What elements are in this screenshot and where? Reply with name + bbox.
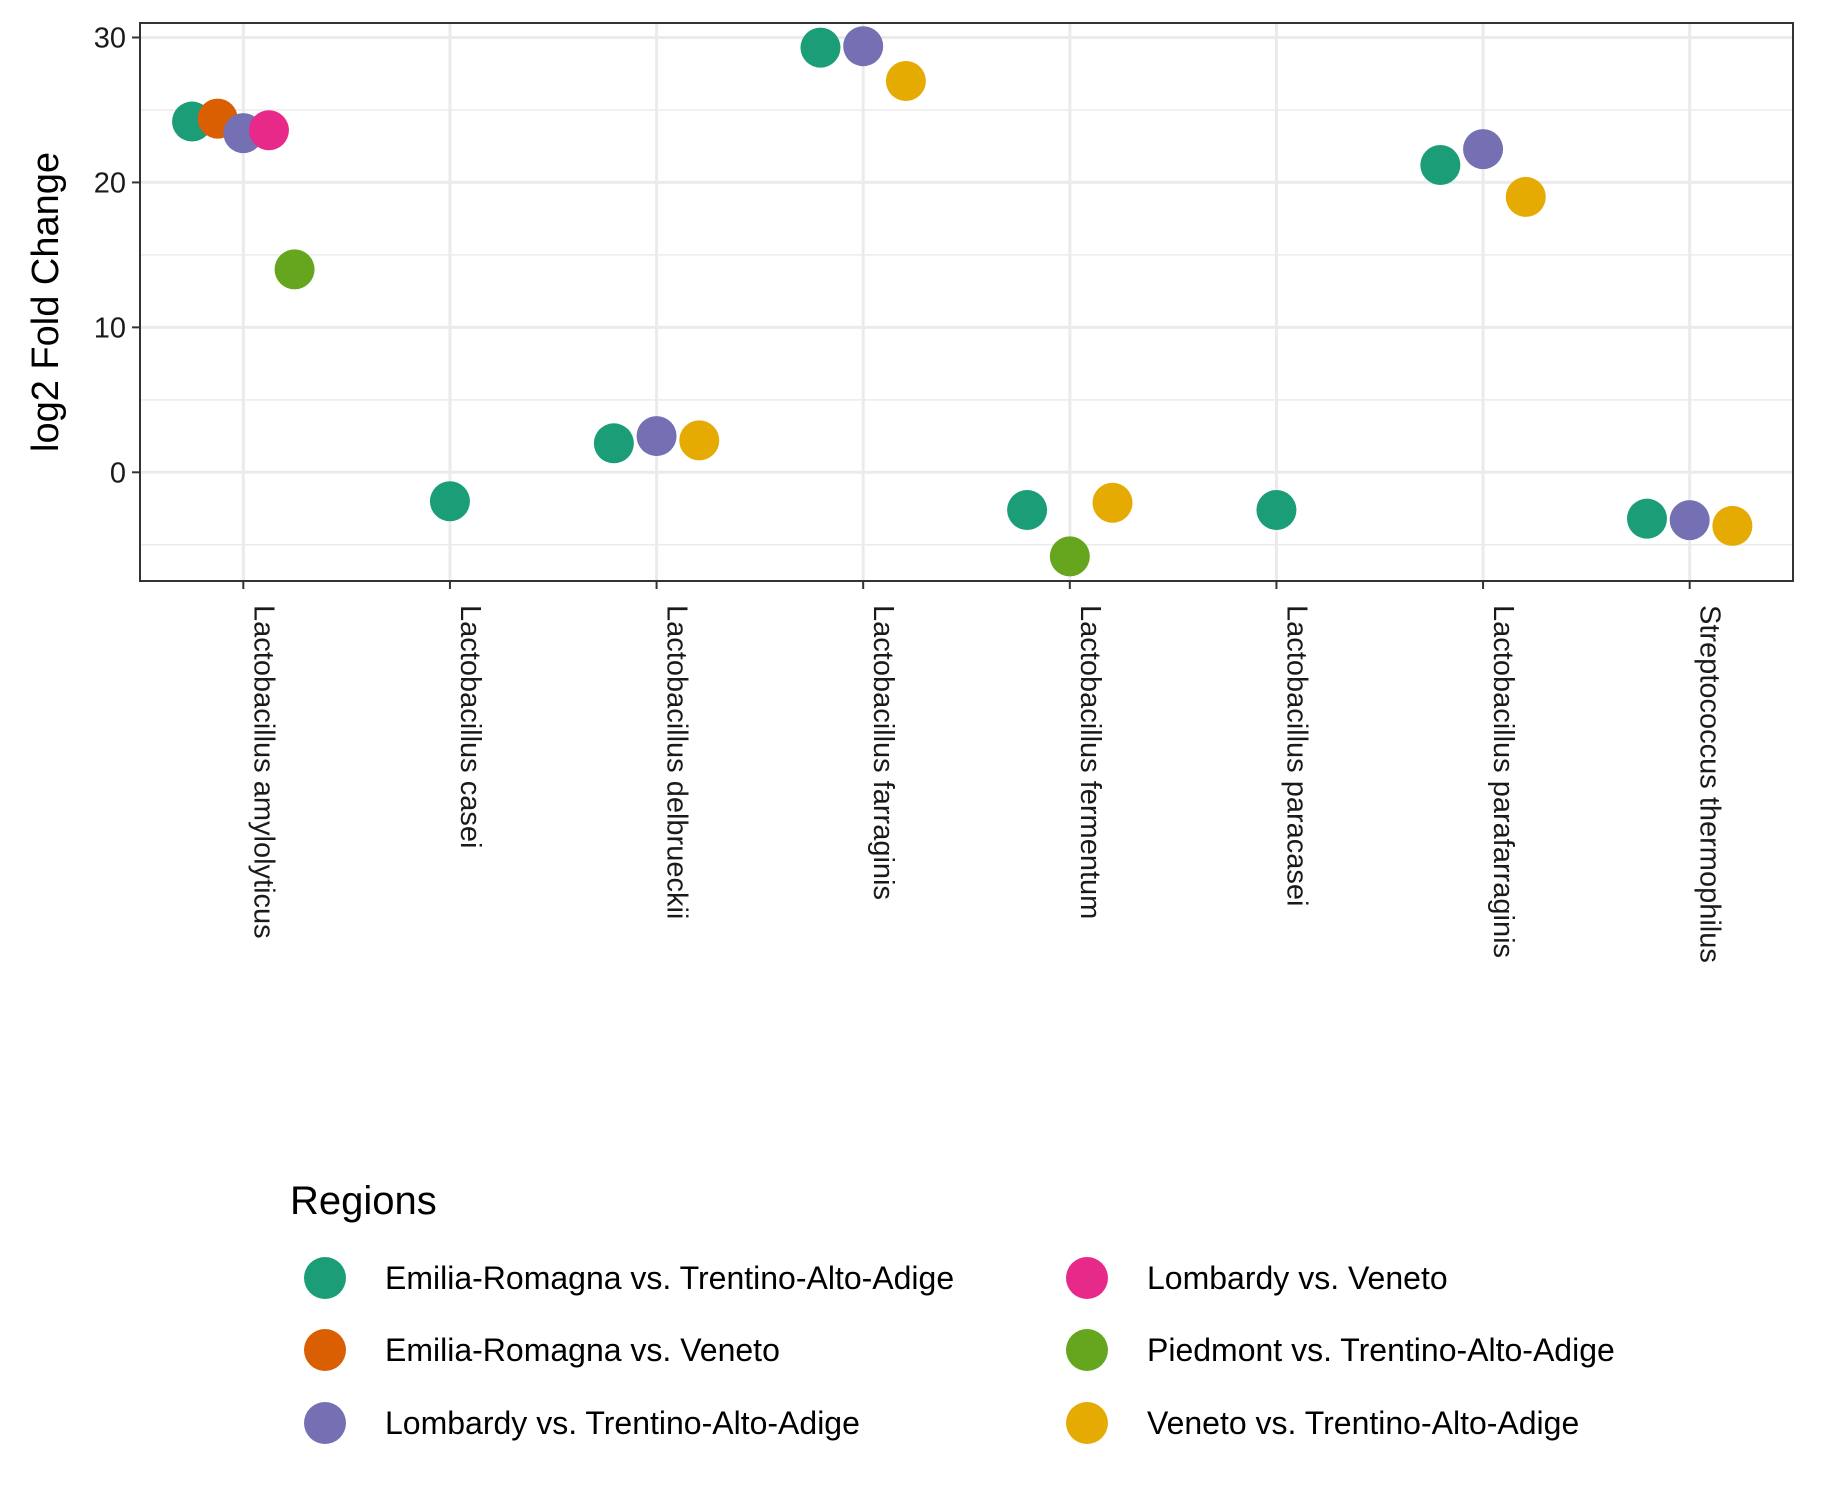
legend-label: Lombardy vs. Trentino-Alto-Adige — [385, 1405, 860, 1441]
x-tick-label: Streptococcus thermophilus — [1694, 605, 1726, 963]
y-tick-label: 20 — [94, 167, 126, 199]
major-gridlines — [140, 23, 1793, 581]
x-tick-label: Lactobacillus amylolyticus — [247, 605, 279, 939]
legend-label: Emilia-Romagna vs. Veneto — [385, 1332, 780, 1368]
data-point — [1049, 536, 1090, 577]
y-tick-label: 30 — [94, 22, 126, 54]
legend-key — [1066, 1402, 1108, 1444]
data-point — [636, 416, 677, 457]
x-tick-label: Lactobacillus parafarraginis — [1487, 605, 1519, 958]
data-point — [1463, 129, 1504, 170]
data-points — [172, 26, 1753, 577]
legend-key — [1066, 1329, 1108, 1371]
data-point — [1505, 176, 1546, 217]
minor-gridlines — [140, 109, 1793, 546]
legend-key — [1066, 1257, 1108, 1299]
x-tick-label: Lactobacillus paracasei — [1280, 605, 1312, 906]
data-point — [1669, 500, 1710, 541]
data-point — [1256, 489, 1297, 530]
y-axis-ticks: 0 10 20 30 — [94, 22, 140, 489]
data-point — [1420, 145, 1461, 186]
data-point — [1626, 498, 1667, 539]
y-tick-label: 0 — [110, 457, 126, 489]
data-point — [800, 27, 841, 68]
x-tick-label: Lactobacillus farraginis — [867, 605, 899, 900]
legend-label: Lombardy vs. Veneto — [1147, 1260, 1448, 1296]
data-point — [679, 420, 720, 461]
data-point — [593, 423, 634, 464]
x-tick-label: Lactobacillus casei — [454, 605, 486, 848]
plot-panel-background — [140, 23, 1793, 581]
data-point — [885, 60, 926, 101]
x-tick-label: Lactobacillus fermentum — [1074, 605, 1106, 919]
legend-label: Veneto vs. Trentino-Alto-Adige — [1147, 1405, 1579, 1441]
legend-key — [304, 1257, 346, 1299]
x-tick-label: Lactobacillus delbrueckii — [661, 605, 693, 919]
plot-panel-border — [139, 22, 1794, 582]
legend-title: Regions — [290, 1179, 437, 1223]
legend-label: Piedmont vs. Trentino-Alto-Adige — [1147, 1332, 1615, 1368]
data-point — [429, 481, 470, 522]
legend: Regions Emilia-Romagna vs. Trentino-Alto… — [290, 1179, 1615, 1444]
data-point — [1712, 505, 1753, 546]
legend-label: Emilia-Romagna vs. Trentino-Alto-Adige — [385, 1260, 954, 1296]
y-axis-title: log2 Fold Change — [25, 152, 67, 452]
legend-key — [304, 1402, 346, 1444]
data-point — [1007, 489, 1048, 530]
data-point — [248, 110, 289, 151]
data-point — [1092, 482, 1133, 523]
data-point — [274, 249, 315, 290]
legend-key — [304, 1329, 346, 1371]
y-tick-label: 10 — [94, 312, 126, 344]
x-axis-ticks: Lactobacillus amylolyticus Lactobacillus … — [242, 581, 1726, 963]
data-point — [843, 26, 884, 67]
